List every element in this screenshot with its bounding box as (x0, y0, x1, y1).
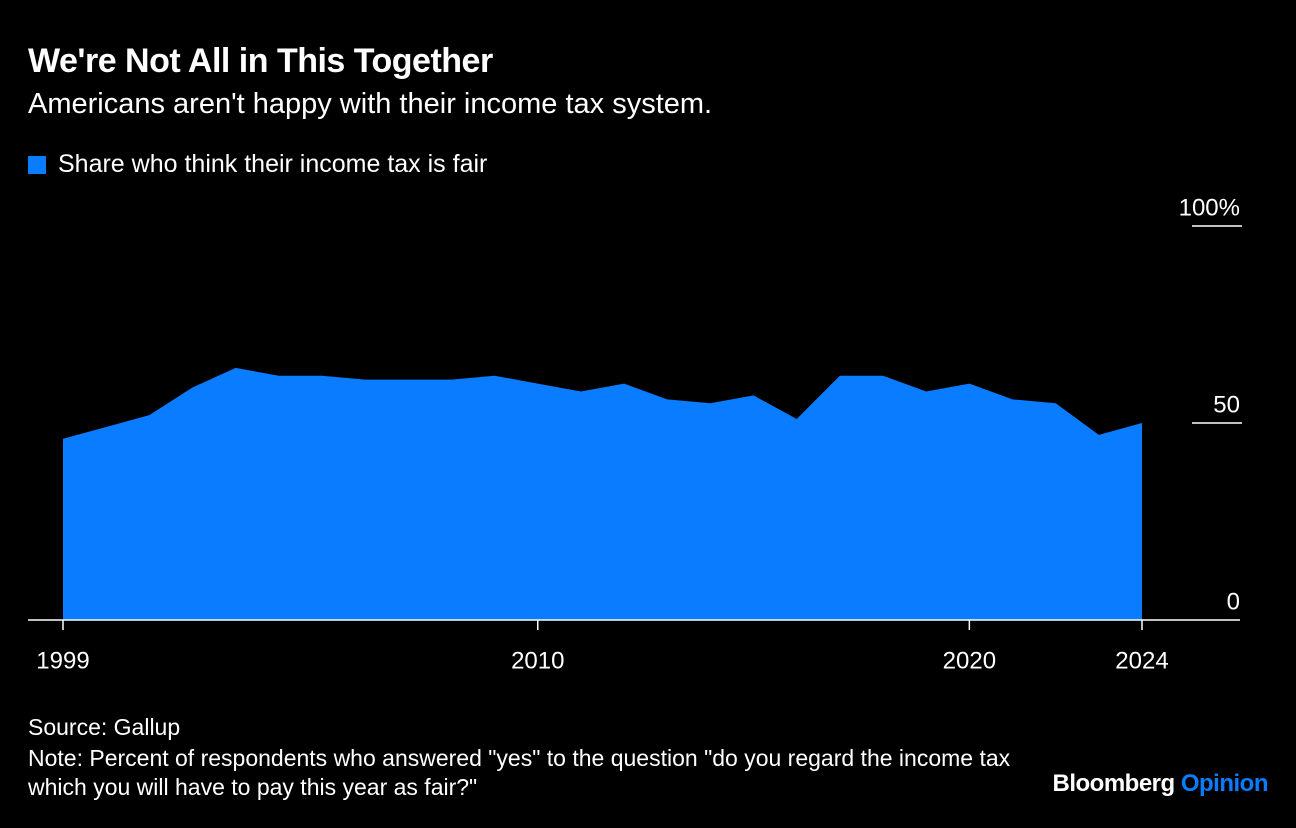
legend-swatch (28, 155, 46, 174)
legend: Share who think their income tax is fair (28, 150, 487, 179)
area (63, 367, 1142, 620)
x-tick-label: 2020 (943, 647, 996, 674)
x-tick-label: 2024 (1115, 647, 1168, 674)
x-tick-label: 1999 (36, 647, 89, 674)
y-tick-label: 100% (1179, 194, 1240, 221)
x-tick-label: 2010 (511, 647, 564, 674)
chart-subtitle: Americans aren't happy with their income… (28, 88, 713, 120)
y-tick-label: 0 (1227, 588, 1240, 615)
source: Source: Gallup (28, 714, 181, 740)
chart-title: We're Not All in This Together (28, 42, 493, 80)
brand-product: Opinion (1180, 770, 1269, 797)
note: Note: Percent of respondents who answere… (28, 745, 1011, 800)
y-tick-label: 50 (1213, 391, 1240, 418)
brand: Bloomberg (1052, 770, 1176, 797)
legend-label: Share who think their income tax is fair (58, 150, 488, 178)
brand-logo: Bloomberg Opinion (1053, 770, 1269, 798)
